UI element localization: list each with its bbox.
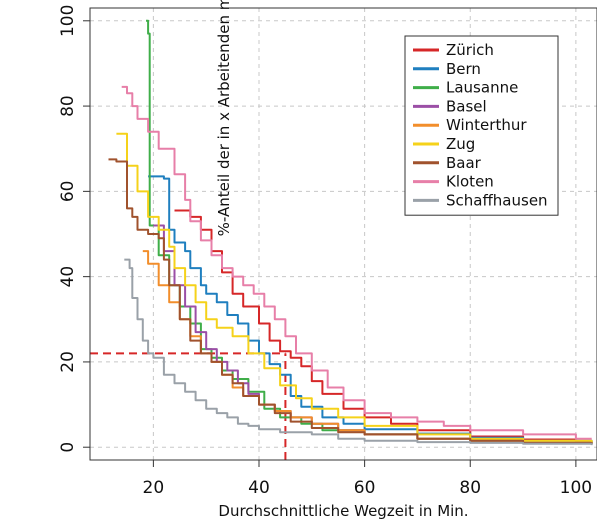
x-tick-label: 60 bbox=[354, 478, 376, 498]
series-line-bern bbox=[148, 175, 593, 443]
legend-label: Winterthur bbox=[446, 116, 527, 134]
legend-label: Zürich bbox=[446, 41, 494, 59]
legend-label: Bern bbox=[446, 60, 481, 78]
series-line-schaffhausen bbox=[124, 258, 593, 446]
legend: ZürichBernLausanneBaselWinterthurZugBaar… bbox=[404, 35, 559, 216]
x-tick-label: 40 bbox=[248, 478, 270, 498]
series-line-baar bbox=[108, 158, 593, 444]
series-line-zug bbox=[116, 132, 593, 443]
series-line-kloten bbox=[121, 85, 592, 440]
legend-label: Basel bbox=[446, 97, 487, 115]
legend-label: Zug bbox=[446, 135, 475, 153]
x-axis: 20 40 60 80 100 bbox=[143, 460, 592, 498]
y-tick-label: 20 bbox=[58, 351, 78, 373]
series-lines bbox=[108, 19, 593, 446]
x-tick-label: 20 bbox=[143, 478, 165, 498]
legend-label: Schaffhausen bbox=[446, 191, 548, 209]
y-tick-label: 80 bbox=[58, 95, 78, 117]
legend-label: Lausanne bbox=[446, 79, 518, 97]
y-axis: 0 20 40 60 80 100 bbox=[58, 5, 90, 453]
x-tick-label: 80 bbox=[459, 478, 481, 498]
legend-label: Baar bbox=[446, 154, 482, 172]
y-tick-label: 0 bbox=[58, 442, 78, 453]
y-tick-label: 40 bbox=[58, 266, 78, 288]
plot-frame bbox=[89, 7, 597, 461]
legend-label: Kloten bbox=[446, 173, 494, 191]
y-axis-label: %-Anteil der in x Arbeitenden mit Wegzei… bbox=[215, 0, 233, 236]
x-axis-label: Durchschnittliche Wegzeit in Min. bbox=[218, 502, 468, 520]
y-tick-label: 100 bbox=[58, 5, 78, 37]
x-tick-label: 100 bbox=[560, 478, 592, 498]
y-tick-label: 60 bbox=[58, 181, 78, 203]
